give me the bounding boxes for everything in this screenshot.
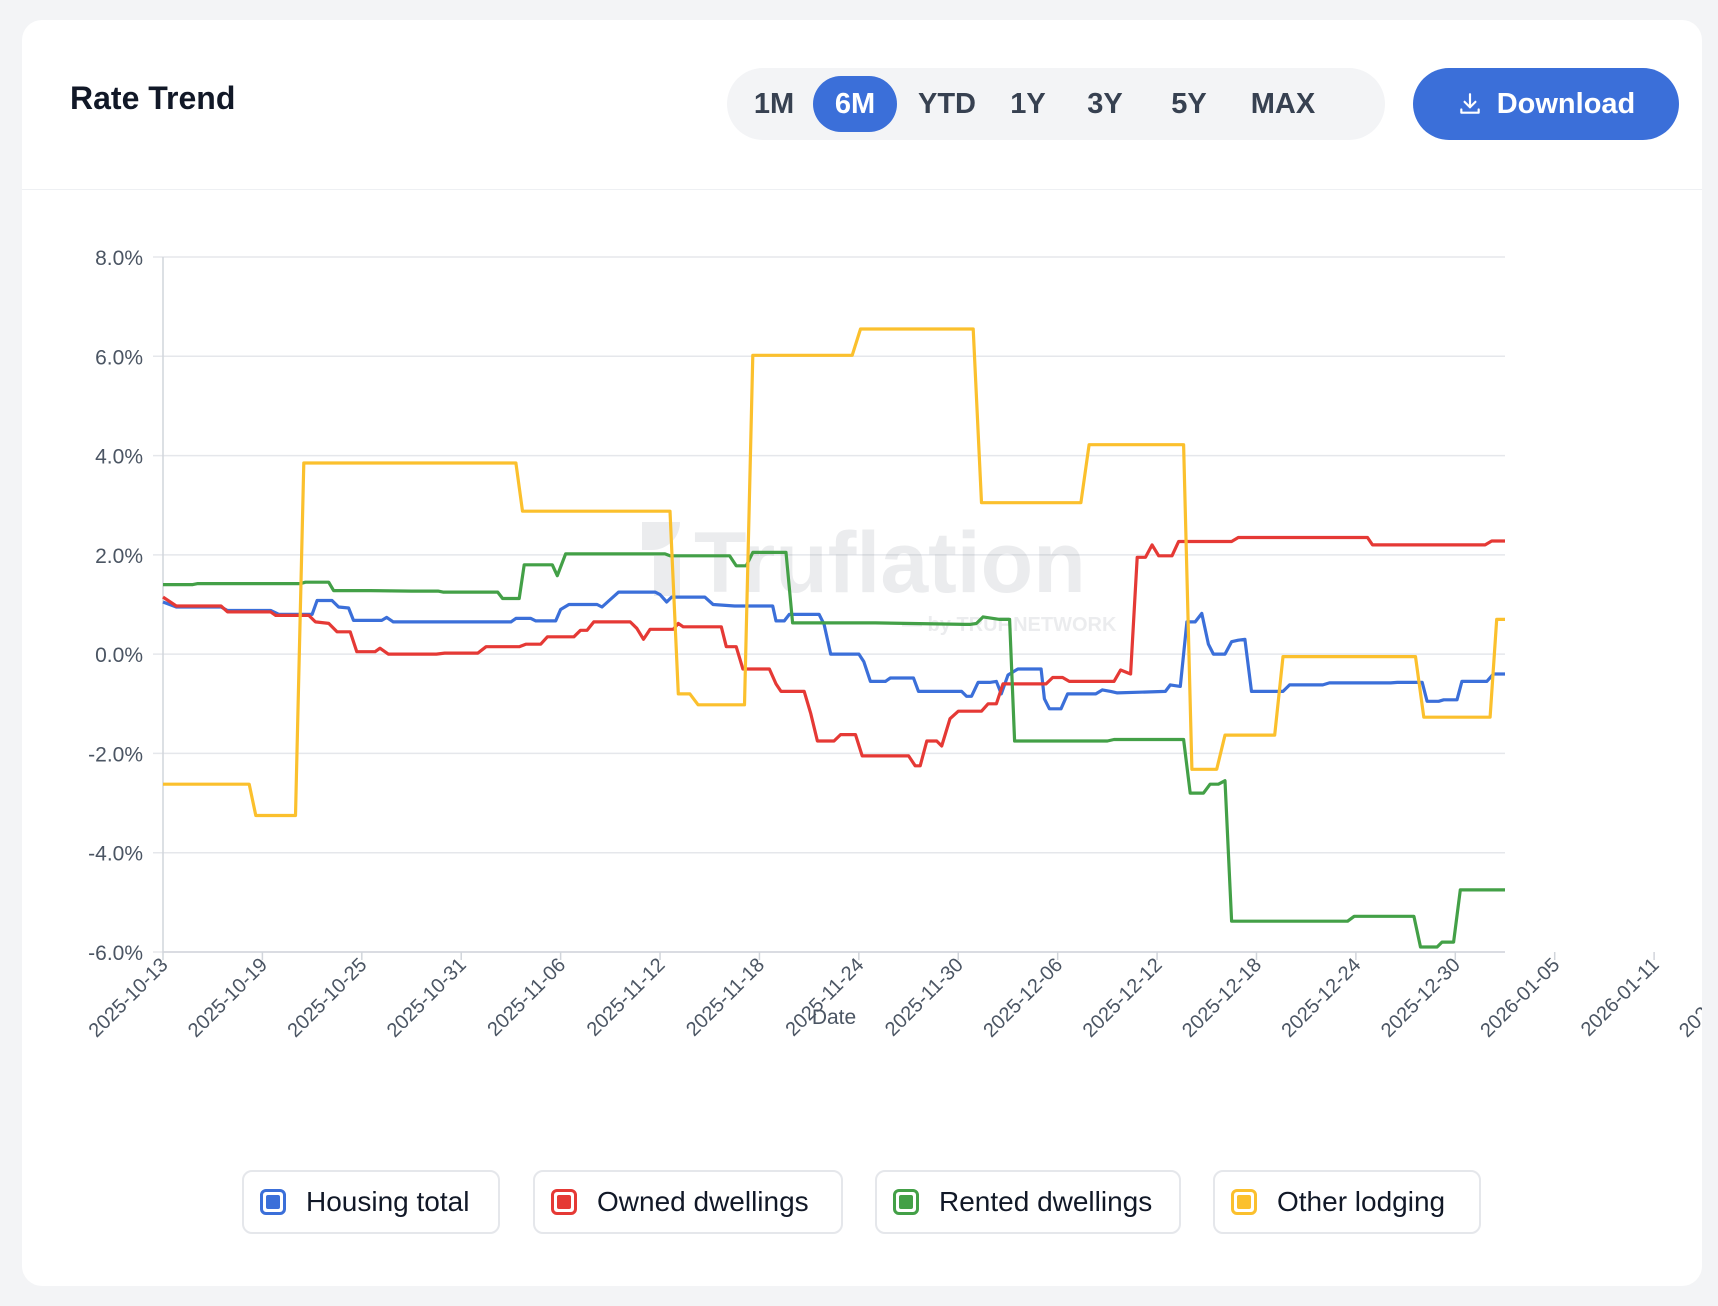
range-max-button[interactable]: MAX: [1237, 76, 1329, 132]
x-tick-label: 2025-12-06: [979, 954, 1067, 1042]
range-ytd-button[interactable]: YTD: [907, 76, 987, 132]
download-button[interactable]: Download: [1413, 68, 1679, 140]
range-1y-button[interactable]: 1Y: [999, 76, 1057, 132]
x-tick-label: 2025-10-31: [383, 954, 471, 1042]
download-icon: [1459, 93, 1480, 114]
x-tick-label: 2025-12-24: [1278, 954, 1366, 1042]
watermark: Truflation— by TRUF.NETWORK: [642, 515, 1117, 636]
legend-owned-dwellings[interactable]: Owned dwellings: [533, 1170, 843, 1234]
x-tick-label: 2025-11-12: [583, 954, 670, 1041]
x-tick-label: 2026-01-17: [1675, 954, 1702, 1042]
y-tick-label: 6.0%: [95, 346, 143, 369]
range-1m-button[interactable]: 1M: [743, 76, 805, 132]
x-tick-label: 2026-01-11: [1577, 954, 1664, 1041]
series-line-housing-total: [162, 590, 1505, 711]
legend-swatch: [260, 1189, 286, 1215]
x-tick-label: 2025-12-18: [1178, 954, 1266, 1042]
legend-rented-dwellings[interactable]: Rented dwellings: [875, 1170, 1181, 1234]
legend-label: Housing total: [306, 1186, 470, 1217]
y-tick-label: -4.0%: [88, 843, 143, 866]
x-axis-title: Date: [812, 1006, 856, 1029]
legend-housing-total[interactable]: Housing total: [242, 1170, 500, 1234]
x-tick-label: 2025-10-13: [85, 954, 173, 1042]
y-tick-label: 4.0%: [95, 446, 143, 469]
download-label: Download: [1496, 87, 1636, 120]
range-5y-button[interactable]: 5Y: [1159, 76, 1219, 132]
legend-label: Owned dwellings: [597, 1186, 809, 1217]
x-tick-label: 2025-10-25: [283, 954, 371, 1042]
line-chart: 8.0%6.0%4.0%2.0%0.0%-2.0%-4.0%-6.0%2025-…: [85, 247, 1702, 1042]
rate-trend-card: Rate Trend 1M 6M YTD 1Y 3Y 5Y MAX Downlo…: [22, 20, 1702, 1286]
y-tick-label: 8.0%: [95, 247, 143, 270]
legend-label: Other lodging: [1277, 1186, 1446, 1217]
y-tick-label: 0.0%: [95, 644, 143, 667]
x-tick-label: 2025-11-18: [682, 954, 769, 1041]
y-tick-label: -6.0%: [88, 942, 143, 965]
series-line-other-lodging: [163, 327, 1505, 818]
legend-other-lodging[interactable]: Other lodging: [1213, 1170, 1481, 1234]
watermark-text: Truflation: [694, 515, 1086, 611]
legend-swatch: [893, 1189, 919, 1215]
y-tick-label: -2.0%: [88, 743, 143, 766]
series-line-rented-dwellings: [163, 550, 1505, 949]
series-line-owned-dwellings: [162, 535, 1505, 768]
x-tick-label: 2025-12-12: [1079, 954, 1167, 1042]
x-tick-label: 2025-12-30: [1377, 954, 1465, 1042]
time-range-selector: 1M 6M YTD 1Y 3Y 5Y MAX: [727, 68, 1385, 140]
y-tick-label: 2.0%: [95, 545, 143, 568]
legend-swatch: [1231, 1189, 1257, 1215]
range-6m-button[interactable]: 6M: [813, 76, 897, 132]
x-tick-label: 2025-11-30: [881, 954, 968, 1041]
legend-swatch: [551, 1189, 577, 1215]
card-header: Rate Trend 1M 6M YTD 1Y 3Y 5Y MAX Downlo…: [22, 20, 1702, 190]
x-tick-label: 2025-11-06: [483, 954, 570, 1041]
x-tick-label: 2025-10-19: [184, 954, 272, 1042]
range-3y-button[interactable]: 3Y: [1075, 76, 1135, 132]
x-tick-label: 2026-01-05: [1476, 954, 1564, 1042]
legend-label: Rented dwellings: [939, 1186, 1153, 1217]
card-title: Rate Trend: [70, 80, 236, 116]
